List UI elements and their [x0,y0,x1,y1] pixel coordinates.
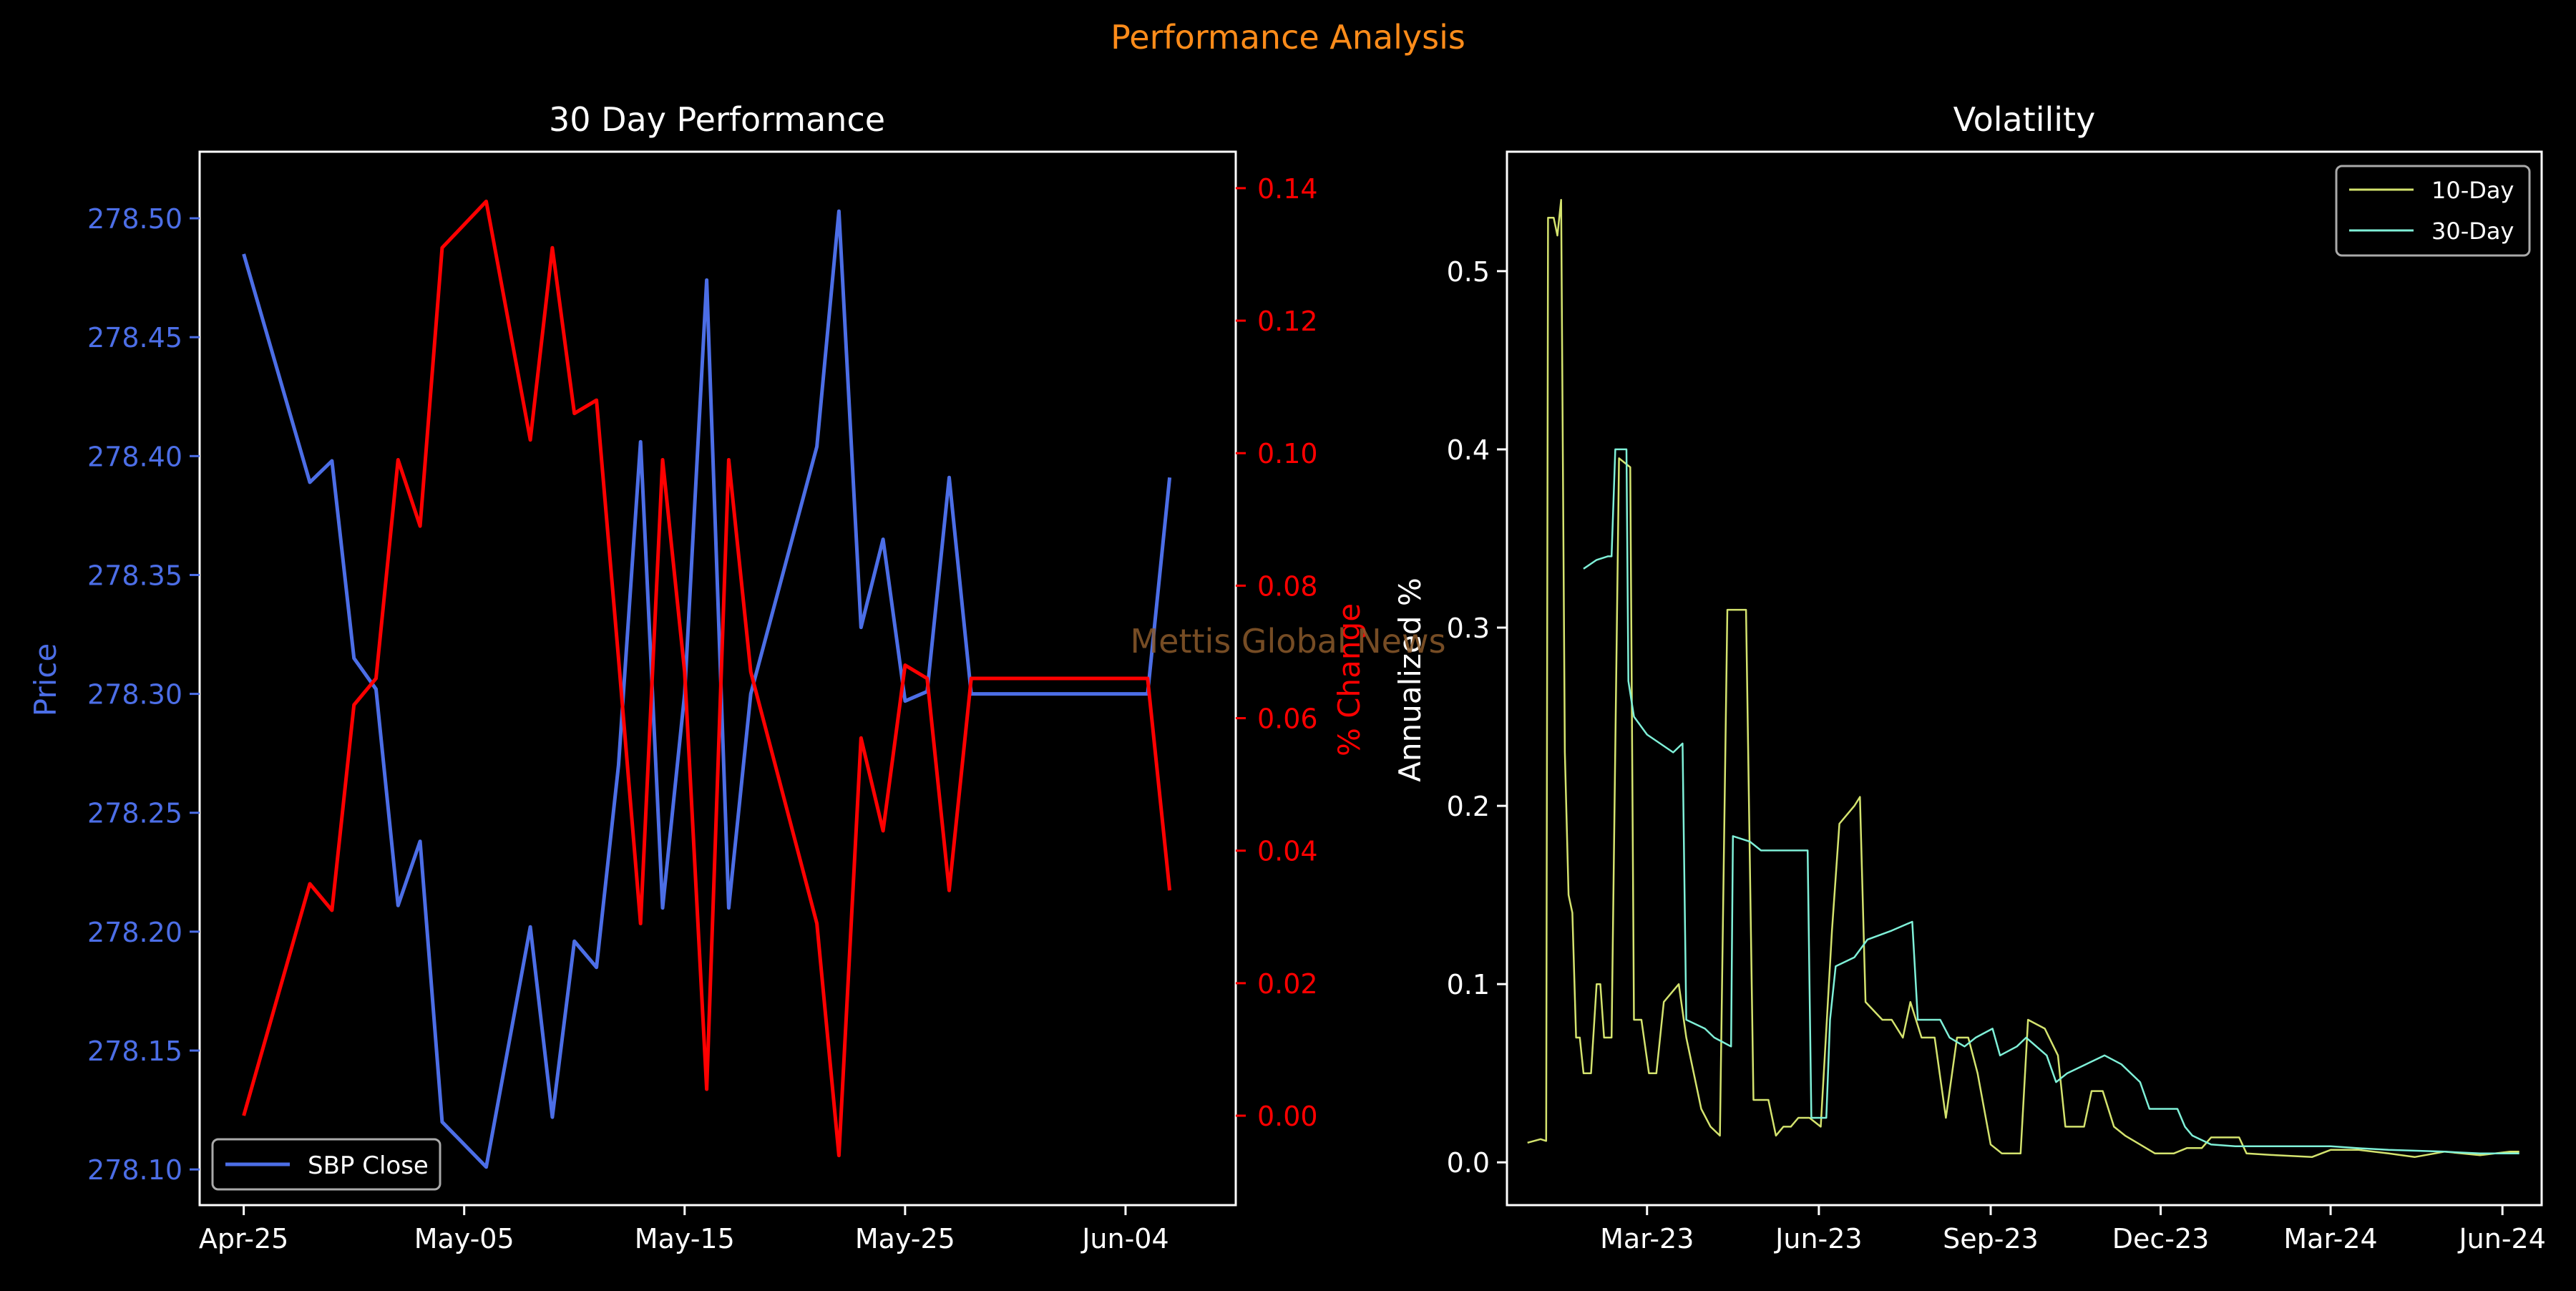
volatility-x-tick-label: Sep-23 [1943,1223,2039,1255]
pct-change-line [242,199,1172,1158]
volatility-x-tick-label: Jun-23 [1774,1223,1862,1255]
price-tick-label: 278.20 [87,917,182,948]
volatility-y-tick-label: 0.4 [1447,434,1490,466]
performance-x-tick-label: May-15 [635,1223,735,1255]
performance-series-group [242,199,1172,1169]
volatility-y-tick-label: 0.1 [1447,969,1490,1000]
performance-legend: SBP Close [211,1138,441,1191]
performance-legend-box [211,1138,441,1191]
sbp-close-line [242,209,1172,1169]
pct-tick-label: 0.08 [1257,570,1318,602]
volatility-30-day-line [1583,448,2519,1155]
legend-label-30-day: 30-Day [2431,218,2514,245]
pct-tick-label: 0.10 [1257,438,1318,469]
performance-chart-title: 30 Day Performance [549,100,885,139]
pct-change-axis-label: % Change [1332,603,1367,756]
price-tick-label: 278.35 [87,560,182,591]
price-axis-label: Price [28,643,63,716]
pct-tick-label: 0.02 [1257,968,1318,1000]
volatility-chart-title: Volatility [1953,100,2096,139]
annualized-axis-label: Annualized % [1392,578,1428,781]
volatility-x-tick-label: Mar-23 [1600,1223,1694,1255]
pct-tick-label: 0.06 [1257,703,1318,735]
volatility-x-tick-label: Jun-24 [2457,1223,2545,1255]
watermark-text: Mettis Global News [1130,622,1445,661]
volatility-legend-box [2335,165,2531,257]
price-tick-label: 278.45 [87,322,182,354]
price-tick-label: 278.40 [87,441,182,472]
volatility-y-tick-label: 0.3 [1447,613,1490,644]
performance-x-tick-label: May-25 [855,1223,955,1255]
price-tick-label: 278.25 [87,798,182,829]
volatility-legend: 10-Day 30-Day [2335,165,2531,257]
volatility-series-group [1527,198,2519,1159]
pct-tick-label: 0.00 [1257,1101,1318,1132]
volatility-10-day-line [1527,198,2519,1159]
price-tick-label: 278.15 [87,1036,182,1067]
performance-x-tick-label: May-05 [414,1223,514,1255]
axes-group: 278.10 278.15 278.20 278.25 278.30 278.35 278.… [87,173,2546,1255]
volatility-plot-area [1506,150,2543,1207]
volatility-x-tick-label: Dec-23 [2112,1223,2210,1255]
pct-tick-label: 0.04 [1257,836,1318,867]
volatility-x-tick-label: Mar-24 [2283,1223,2377,1255]
performance-x-tick-label: Jun-04 [1080,1223,1169,1255]
price-tick-label: 278.30 [87,679,182,711]
price-tick-label: 278.10 [87,1154,182,1186]
volatility-y-tick-label: 0.2 [1447,791,1490,822]
performance-x-tick-label: Apr-25 [199,1223,288,1255]
pct-tick-label: 0.14 [1257,173,1318,205]
performance-plot-area [198,150,1237,1207]
volatility-y-tick-label: 0.0 [1447,1147,1490,1179]
figure-title: Performance Analysis [1111,18,1465,57]
volatility-y-tick-label: 0.5 [1447,256,1490,288]
legend-label-10-day: 10-Day [2431,177,2514,204]
pct-tick-label: 0.12 [1257,306,1318,337]
price-tick-label: 278.50 [87,203,182,235]
legend-label-sbp-close: SBP Close [308,1151,429,1180]
